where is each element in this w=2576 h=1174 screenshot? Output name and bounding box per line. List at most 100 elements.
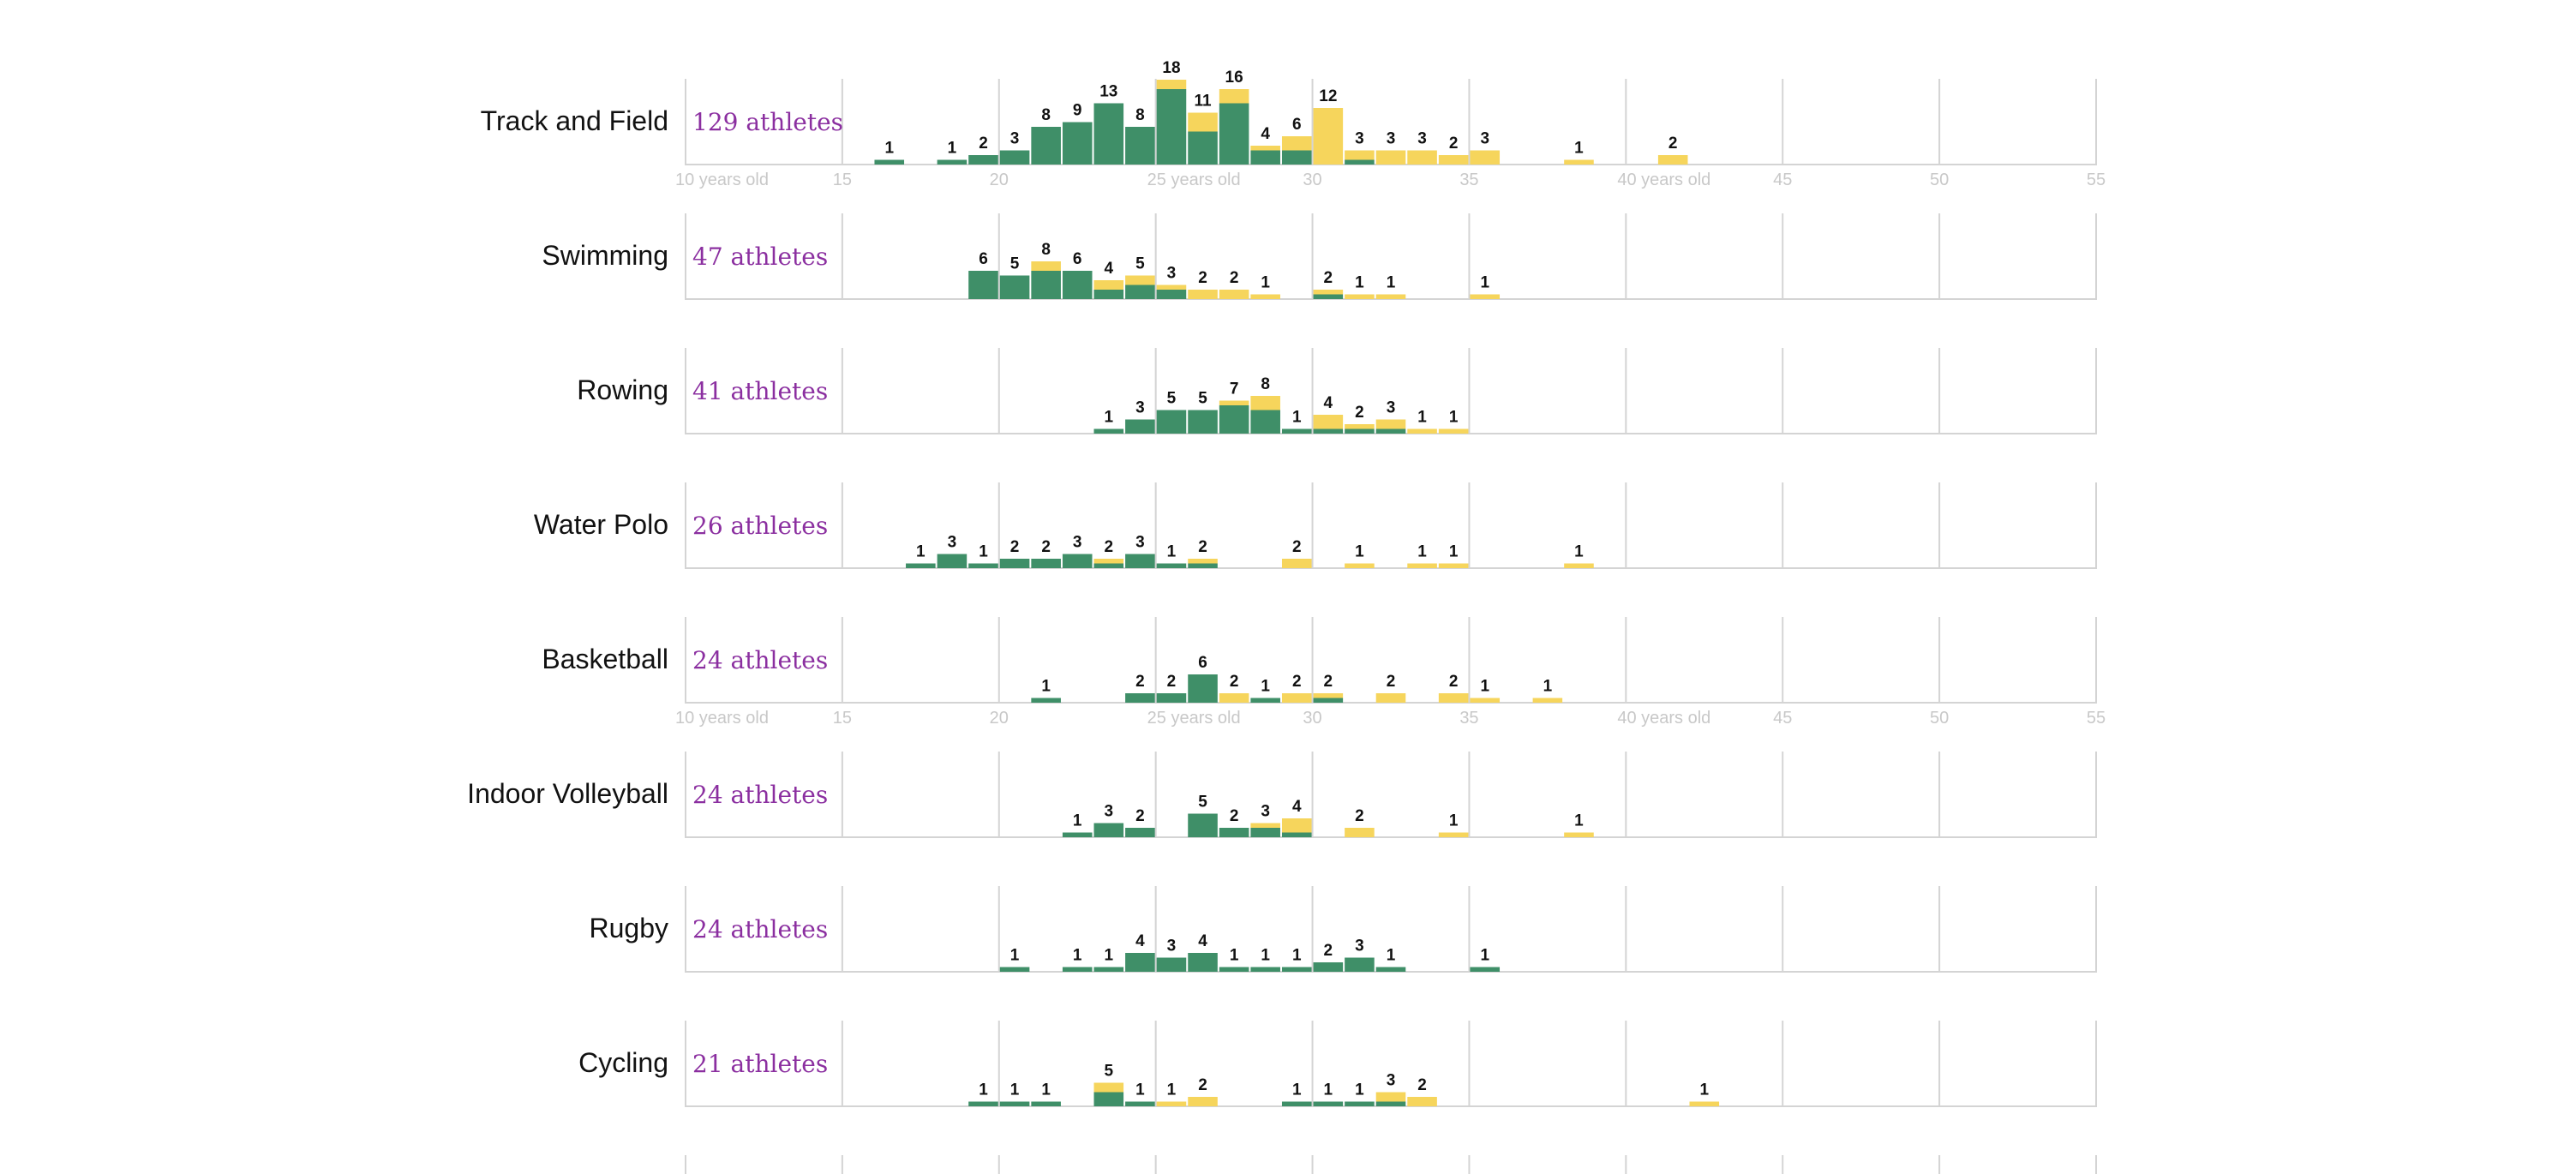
bar-yellow-age-31 [1345,294,1375,299]
bar-green-age-28 [1250,410,1280,434]
bar-yellow-age-34 [1438,428,1469,434]
bar-green-age-23 [1093,1092,1124,1106]
bar-value-label: 1 [1167,1081,1177,1099]
bar-value-label: 9 [1073,102,1082,120]
tick-label-35: 35 [1459,709,1478,728]
bar-value-label: 1 [1480,678,1489,696]
bar-value-label: 3 [1355,130,1364,148]
tick-label-20: 20 [990,171,1009,189]
bar-yellow-age-35 [1470,698,1501,703]
bar-value-label: 3 [1167,937,1177,955]
panel-basketball: Basketball 24 athletes 1 2 2 6 2 1 2 2 2 2 1 1 [542,617,2097,704]
bar-value-label: 1 [1230,947,1239,965]
bar-value-label: 5 [1167,390,1177,408]
bar-green-age-24 [1125,828,1155,837]
bar-yellow-age-31 [1345,828,1375,837]
bar-value-label: 1 [1324,1081,1333,1099]
bar-value-label: 1 [1417,409,1427,427]
tick-label-35: 35 [1459,171,1478,189]
bar-green-age-24 [1125,285,1155,299]
tick-label-15: 15 [833,171,852,189]
bar-value-label: 4 [1324,394,1333,412]
bar-green-age-25 [1156,563,1187,568]
bar-yellow-age-29 [1281,559,1312,568]
bar-green-age-32 [1375,967,1406,972]
bar-yellow-age-25 [1156,1101,1187,1106]
bar-value-label: 1 [1261,947,1270,965]
bar-green-age-18 [937,159,967,165]
bar-value-label: 3 [1387,399,1396,417]
bar-yellow-age-38 [1564,832,1594,837]
bar-yellow-age-25 [1156,80,1187,89]
tick-label-40: 40 years old [1617,171,1710,189]
bar-green-age-30 [1313,294,1344,299]
bar-value-label: 12 [1319,87,1337,105]
bar-value-label: 1 [1387,274,1396,292]
bar-green-age-26 [1188,131,1218,165]
bar-value-label: 5 [1198,794,1207,812]
sport-label: Water Polo [534,509,668,540]
bar-green-age-24 [1125,953,1155,972]
tick-label-45: 45 [1773,709,1792,728]
sport-label: Rowing [577,374,668,405]
bar-green-age-31 [1345,957,1375,972]
bar-green-age-19 [968,155,998,165]
bar-value-label: 2 [1449,135,1459,153]
bar-value-label: 2 [1198,1076,1207,1094]
bar-value-label: 2 [1449,673,1459,691]
tick-label-45: 45 [1773,171,1792,189]
bar-green-age-19 [968,271,998,299]
bar-green-age-27 [1219,405,1249,434]
bar-value-label: 3 [1355,937,1364,955]
bar-value-label: 2 [1324,942,1333,960]
bar-value-label: 8 [1041,106,1051,124]
bar-value-label: 1 [1387,947,1396,965]
bar-value-label: 1 [1449,409,1459,427]
bar-value-label: 4 [1135,932,1145,950]
bar-green-age-17 [906,563,936,568]
bar-yellow-age-34 [1438,563,1469,568]
bar-value-label: 3 [1167,265,1177,283]
bar-value-label: 3 [1480,130,1489,148]
bar-yellow-age-26 [1188,1097,1218,1106]
bar-green-age-35 [1470,967,1501,972]
bar-yellow-age-27 [1219,290,1249,299]
bar-value-label: 1 [1574,812,1584,830]
bar-green-age-31 [1345,428,1375,434]
bar-yellow-age-30 [1313,693,1344,698]
bar-green-age-22 [1062,122,1093,165]
athlete-count-label: 41 athletes [692,377,828,405]
bar-value-label: 2 [1387,673,1396,691]
bar-value-label: 2 [1324,673,1333,691]
bar-value-label: 6 [1198,654,1207,672]
bar-value-label: 1 [1480,947,1489,965]
panel-partial [685,1155,2097,1174]
panel-water-polo: Water Polo 26 athletes 1 3 1 2 2 3 2 3 1 2 2 1 1 1 1 [534,482,2097,569]
bar-yellow-age-31 [1345,150,1375,160]
bar-value-label: 5 [1105,1063,1114,1081]
bar-yellow-age-32 [1375,294,1406,299]
bar-value-label: 1 [1105,409,1114,427]
bar-value-label: 2 [1668,135,1678,153]
bar-green-age-26 [1188,813,1218,837]
bar-yellow-age-23 [1093,559,1124,564]
bar-value-label: 2 [1198,269,1207,287]
bar-value-label: 2 [1198,538,1207,556]
bar-green-age-22 [1062,967,1093,972]
tick-label-40: 40 years old [1617,709,1710,728]
bar-value-label: 3 [1387,1072,1396,1090]
bar-value-label: 2 [1324,269,1333,287]
bar-yellow-age-34 [1438,693,1469,703]
bar-yellow-age-32 [1375,150,1406,165]
bar-value-label: 1 [1292,1081,1302,1099]
bar-yellow-age-33 [1407,428,1437,434]
bar-value-label: 1 [1355,543,1364,561]
bar-value-label: 4 [1261,125,1270,143]
bar-green-age-27 [1219,828,1249,837]
tick-label-30: 30 [1303,709,1321,728]
bar-yellow-age-30 [1313,108,1344,165]
bar-value-label: 4 [1292,798,1302,816]
bar-green-age-30 [1313,698,1344,703]
